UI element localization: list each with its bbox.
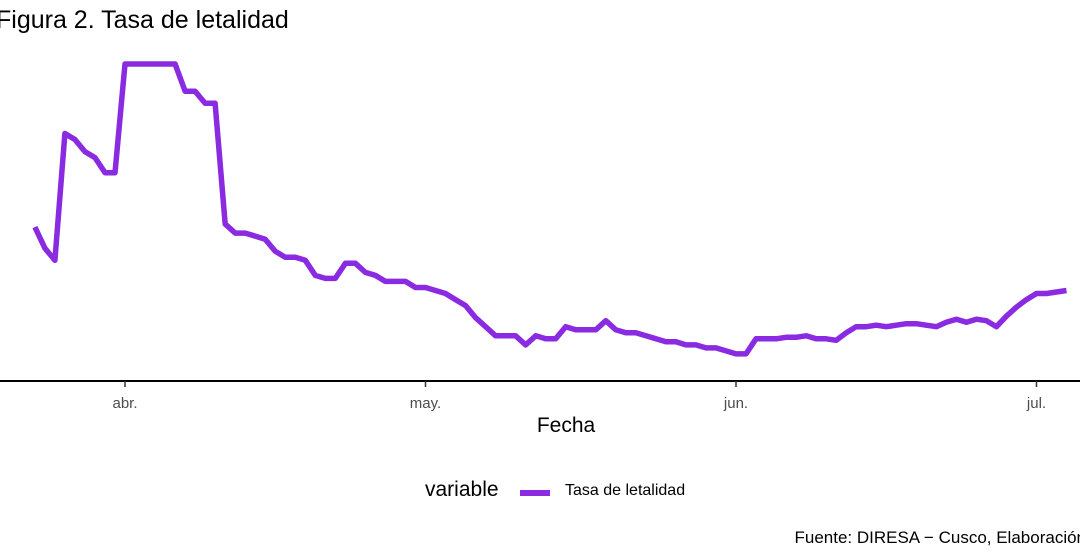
legend-label-tasa-de-letalidad: Tasa de letalidad (565, 482, 686, 499)
x-tick-label: jul. (1026, 395, 1046, 412)
legend: variable Tasa de letalidad (0, 478, 1080, 506)
legend-key-tasa-de-letalidad (520, 490, 550, 496)
x-tick-label: jun. (723, 395, 748, 412)
series-line-tasa-de-letalidad (32, 61, 1067, 357)
x-tick-label: may. (410, 395, 441, 412)
legend-title: variable (425, 478, 499, 501)
chart-title: Figura 2. Tasa de letalidad (0, 6, 289, 34)
x-tick-label: abr. (112, 395, 137, 412)
x-axis-title: Fecha (537, 414, 596, 437)
chart-caption: Fuente: DIRESA − Cusco, Elaboración (794, 528, 1080, 547)
